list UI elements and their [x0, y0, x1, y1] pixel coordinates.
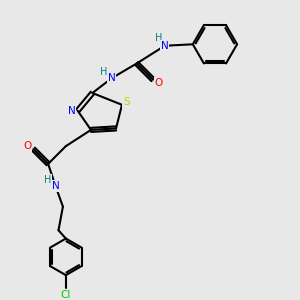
Text: N: N	[52, 181, 59, 191]
Text: H: H	[44, 175, 51, 185]
Text: N: N	[108, 73, 116, 83]
Text: O: O	[155, 78, 163, 88]
Text: H: H	[154, 33, 162, 43]
Text: O: O	[23, 141, 32, 151]
Text: H: H	[100, 67, 107, 77]
Text: S: S	[123, 97, 130, 107]
Text: N: N	[161, 41, 169, 51]
Text: N: N	[68, 106, 76, 116]
Text: Cl: Cl	[61, 290, 71, 300]
